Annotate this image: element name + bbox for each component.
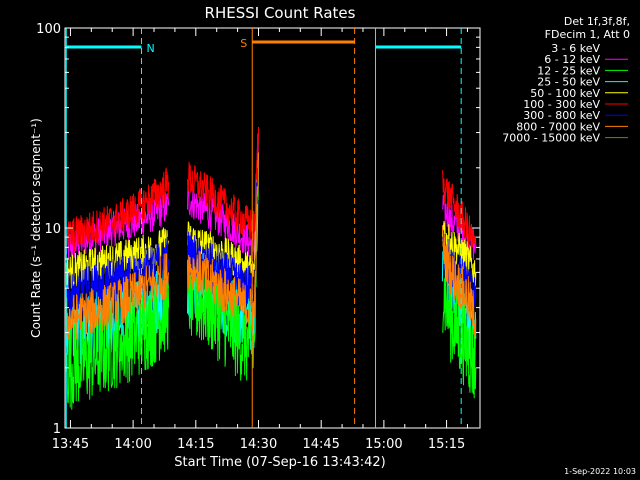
series-line [188,131,255,153]
legend-label: 50 - 100 keV [530,87,600,100]
y-tick-label: 10 [44,222,61,237]
series-line [65,253,170,340]
legend-label: 25 - 50 keV [537,76,600,89]
legend-label: 12 - 25 keV [537,64,600,77]
series-line [442,270,477,399]
series-line [187,151,259,331]
interval-bar-label: S [240,37,247,50]
legend-label: 3 - 6 keV [551,42,600,55]
legend-label: 100 - 300 keV [523,98,600,111]
x-tick-label: 15:00 [365,437,402,452]
series-line [65,134,170,164]
x-tick-label: 14:15 [177,437,214,452]
series-line [187,144,259,312]
series-line [168,321,188,369]
chart-title: RHESSI Count Rates [205,4,356,22]
series-line [65,167,170,251]
series-line [441,170,477,248]
legend-header-2: FDecim 1, Att 0 [545,28,630,41]
series-line [187,126,259,241]
legend-header-1: Det 1f,3f,8f, [564,15,630,28]
x-tick-label: 14:30 [240,437,277,452]
interval-bar-label: N [146,42,154,55]
y-tick-label: 1 [53,422,61,437]
legend-label: 7000 - 15000 keV [502,132,600,145]
footer-timestamp: 1-Sep-2022 10:03 [564,467,636,476]
x-tick-label: 14:00 [114,437,151,452]
series-layer [65,126,477,410]
y-tick-label: 100 [36,22,61,37]
x-tick-label: 14:45 [302,437,339,452]
x-tick-label: 13:45 [52,437,89,452]
series-line [187,132,259,262]
y-axis-label: Count Rate (s⁻¹ detector segment⁻¹) [29,118,43,338]
x-tick-label: 15:15 [428,437,465,452]
series-line [65,268,170,410]
series-line [441,225,477,338]
axis-layer: 13:45 14:00 14:15 14:30 14:45 15:00 15:15 1 10 10… [36,22,480,452]
x-axis-label: Start Time (07-Sep-16 13:43:42) [174,455,385,470]
legend-label: 800 - 7000 keV [516,120,600,133]
legend: Det 1f,3f,8f, FDecim 1, Att 0 3 - 6 keV6… [502,15,630,145]
legend-label: 6 - 12 keV [544,53,600,66]
series-line [441,131,468,160]
legend-label: 300 - 800 keV [523,109,600,122]
